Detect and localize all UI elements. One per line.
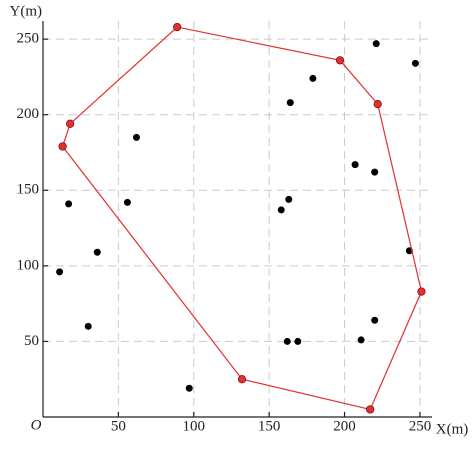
point xyxy=(58,142,67,151)
y-tick-label: 50 xyxy=(24,333,39,349)
x-tick-label: 50 xyxy=(111,418,126,434)
x-tick-label: 250 xyxy=(409,418,432,434)
point xyxy=(286,99,294,107)
point xyxy=(173,22,182,32)
point xyxy=(357,336,365,344)
point xyxy=(185,384,193,392)
point xyxy=(56,268,64,276)
point xyxy=(371,316,379,324)
y-tick-label: 200 xyxy=(17,106,40,122)
point xyxy=(123,198,131,206)
point xyxy=(237,375,247,384)
point xyxy=(335,56,345,65)
point xyxy=(372,40,380,48)
point xyxy=(417,287,426,296)
point xyxy=(411,59,419,67)
y-tick-label: 100 xyxy=(17,257,40,273)
point xyxy=(84,322,92,330)
y-axis-label: Y(m) xyxy=(10,3,43,19)
x-tick-label: 200 xyxy=(333,418,356,434)
point xyxy=(294,337,302,345)
y-tick-label: 150 xyxy=(17,182,40,198)
point xyxy=(93,248,101,256)
x-axis-label: X(m) xyxy=(436,421,469,437)
point xyxy=(277,206,285,214)
point xyxy=(65,200,73,208)
point xyxy=(132,133,140,141)
hull xyxy=(61,26,423,411)
point xyxy=(283,337,291,345)
point xyxy=(351,161,359,169)
x-tick-label: 100 xyxy=(183,418,206,434)
point xyxy=(309,74,317,82)
y-tick-label: 250 xyxy=(17,31,40,47)
point xyxy=(371,168,379,176)
point xyxy=(285,195,293,203)
point xyxy=(373,100,382,109)
point xyxy=(66,119,75,128)
point xyxy=(366,405,375,414)
x-tick-label: 150 xyxy=(258,418,281,434)
origin-label: O xyxy=(31,417,42,433)
